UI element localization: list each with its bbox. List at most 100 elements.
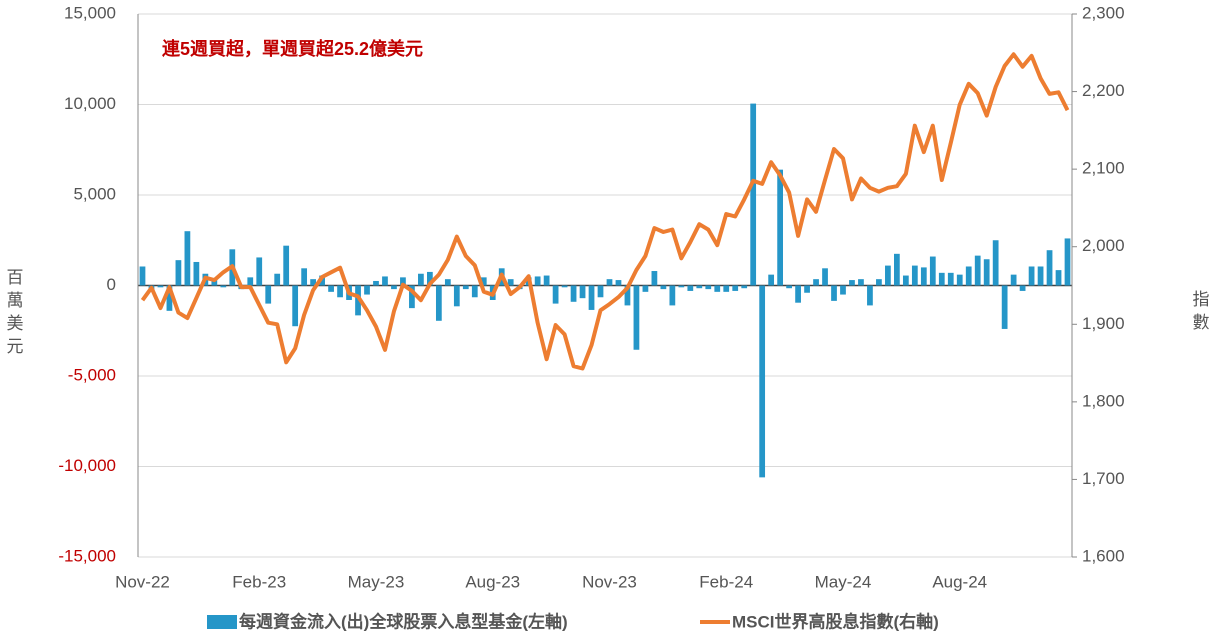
bar <box>696 285 703 289</box>
bar <box>1046 250 1053 286</box>
bar <box>741 285 748 289</box>
bar <box>876 279 882 286</box>
bar <box>687 285 694 291</box>
y-tick-label: -10,000 <box>58 456 116 475</box>
bar <box>337 285 343 298</box>
bar <box>714 285 721 292</box>
bar <box>849 280 855 286</box>
bar <box>247 277 254 286</box>
bar <box>822 268 828 286</box>
bar <box>364 285 370 295</box>
bar <box>552 285 559 304</box>
x-tick-label: Feb-24 <box>699 572 753 591</box>
bar <box>911 265 918 286</box>
y-tick-label: -5,000 <box>68 365 116 384</box>
bar <box>768 274 775 286</box>
bar <box>373 280 379 286</box>
bar <box>1019 285 1026 291</box>
bar <box>732 285 739 291</box>
bar <box>409 285 415 309</box>
x-tick-label: Aug-23 <box>465 572 520 591</box>
bar <box>283 245 290 286</box>
bar <box>974 255 981 286</box>
bar <box>382 276 388 286</box>
bar <box>947 272 954 286</box>
y-tick-label: 0 <box>107 275 116 294</box>
x-tick-label: Nov-22 <box>115 572 170 591</box>
bar <box>615 280 622 286</box>
bar <box>759 285 766 478</box>
bar <box>965 266 972 286</box>
bar <box>570 285 577 302</box>
bar <box>427 271 433 286</box>
bar <box>579 285 586 299</box>
bar <box>831 285 837 301</box>
legend-label: 每週資金流入(出)全球股票入息型基金(左軸) <box>239 611 568 631</box>
y-tick-label: 5,000 <box>73 184 116 203</box>
bar <box>462 285 469 290</box>
bar <box>858 279 864 286</box>
bar <box>435 285 442 321</box>
bar <box>391 285 397 290</box>
bar <box>992 240 999 286</box>
bar <box>795 285 801 303</box>
bar <box>211 280 218 286</box>
bar <box>920 267 927 286</box>
y2-tick-label: 1,600 <box>1082 546 1125 565</box>
bar <box>328 285 334 292</box>
bar <box>157 285 164 288</box>
bar <box>786 285 792 289</box>
y2-tick-label: 1,900 <box>1082 314 1125 333</box>
bar <box>669 285 676 306</box>
bar <box>471 285 478 298</box>
bar <box>175 260 182 286</box>
bar <box>1010 274 1017 286</box>
bar <box>561 285 568 288</box>
x-tick-label: Nov-23 <box>582 572 637 591</box>
bar <box>534 276 541 286</box>
y2-tick-label: 2,200 <box>1082 81 1125 100</box>
bar <box>1037 266 1044 286</box>
legend-label: MSCI世界高股息指數(右軸) <box>732 611 939 631</box>
bar <box>418 273 424 286</box>
line <box>140 52 1070 371</box>
bar <box>1064 238 1071 286</box>
bar <box>453 285 460 307</box>
bar <box>777 169 783 286</box>
bar <box>750 103 757 286</box>
bar <box>265 285 272 304</box>
x-tick-label: Aug-24 <box>932 572 987 591</box>
bar <box>1001 285 1008 329</box>
bar <box>1028 266 1035 286</box>
bar <box>929 256 936 286</box>
bar <box>678 285 685 288</box>
y2-tick-label: 2,300 <box>1082 3 1125 22</box>
bar <box>938 272 945 286</box>
legend-swatch <box>207 615 237 629</box>
bar <box>642 285 649 292</box>
bar <box>507 279 514 286</box>
bar <box>184 231 191 286</box>
bar <box>983 259 990 286</box>
y-tick-label: -15,000 <box>58 546 116 565</box>
bar <box>651 271 658 286</box>
y-axis-title: 百萬美元 <box>4 268 24 360</box>
bar <box>597 285 604 298</box>
x-tick-label: Feb-23 <box>232 572 286 591</box>
bar <box>292 285 299 327</box>
bar <box>624 285 631 306</box>
bar <box>606 279 613 286</box>
bar <box>220 285 227 288</box>
y2-axis-title: 指數 <box>1190 290 1210 336</box>
bar <box>588 285 595 310</box>
bar <box>301 268 308 286</box>
annotation: 連5週買超，單週買超25.2億美元 <box>162 38 423 59</box>
bar <box>193 261 200 286</box>
y2-tick-label: 1,700 <box>1082 469 1125 488</box>
bar <box>840 285 846 295</box>
bar <box>867 285 873 306</box>
x-tick-label: May-23 <box>348 572 405 591</box>
bar <box>894 253 900 286</box>
